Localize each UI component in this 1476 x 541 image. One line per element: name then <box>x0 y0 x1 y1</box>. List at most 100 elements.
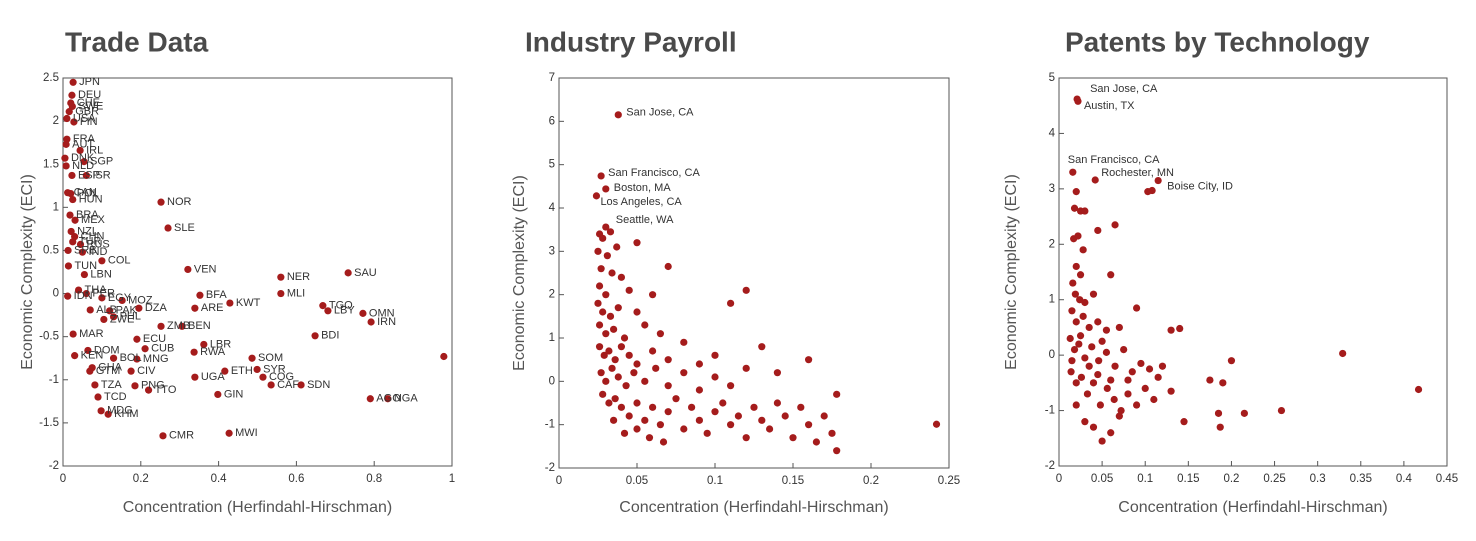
data-point <box>820 412 828 420</box>
data-point <box>727 382 735 390</box>
data-point <box>805 356 813 364</box>
data-point <box>828 429 836 437</box>
data-point <box>625 412 633 420</box>
data-point <box>191 304 199 312</box>
data-point <box>1081 354 1089 362</box>
x-tick-label: 0.1 <box>1137 473 1153 485</box>
point-label: USA <box>73 112 96 124</box>
x-tick-label: 0.05 <box>626 475 648 487</box>
data-point <box>133 335 141 343</box>
y-tick-label: 0 <box>549 375 555 387</box>
y-tick-label: 2 <box>1049 238 1055 250</box>
y-axis-label: Economic Complexity (ECI) <box>1003 174 1020 370</box>
data-point <box>64 246 72 255</box>
point-label: ZWE <box>110 313 134 325</box>
point-label: AUT <box>72 138 94 150</box>
point-label: FRA <box>73 133 96 145</box>
data-point <box>633 239 641 247</box>
data-point <box>157 198 165 206</box>
data-point <box>742 286 750 294</box>
y-tick-label: -1 <box>1045 405 1055 417</box>
point-label: POL <box>77 187 99 199</box>
data-point <box>659 438 668 446</box>
data-point <box>664 408 672 416</box>
data-point <box>617 273 626 281</box>
data-point <box>225 429 233 437</box>
point-label: San Jose, CA <box>1090 83 1158 95</box>
point-label: Boston, MA <box>614 182 672 194</box>
data-point <box>633 308 641 316</box>
data-point <box>625 351 633 359</box>
data-point <box>1111 221 1119 229</box>
data-point <box>641 377 649 385</box>
data-point <box>74 286 83 294</box>
data-point <box>133 355 141 363</box>
data-point <box>1167 326 1175 334</box>
data-point <box>656 330 665 338</box>
y-tick-label: 5 <box>549 159 555 171</box>
data-point <box>610 416 618 424</box>
data-point <box>711 351 719 359</box>
data-point <box>190 348 198 356</box>
y-tick-label: 1.5 <box>43 158 59 170</box>
data-point <box>641 416 649 424</box>
point-label: Seattle, WA <box>616 214 674 226</box>
data-point <box>64 262 73 270</box>
y-tick-label: 4 <box>1049 127 1056 139</box>
data-point <box>630 369 638 377</box>
data-point <box>159 432 167 440</box>
data-point <box>68 102 76 111</box>
point-label: Boise City, ID <box>1167 180 1233 192</box>
data-point <box>1098 337 1106 345</box>
data-point <box>608 269 616 277</box>
data-point <box>703 429 711 437</box>
plot-frame <box>558 77 950 469</box>
y-tick-label: 2.5 <box>43 72 59 84</box>
data-point <box>1081 207 1089 215</box>
data-point <box>602 377 610 385</box>
point-label: MDG <box>107 405 133 417</box>
data-point <box>1070 346 1079 354</box>
data-point <box>1124 376 1132 384</box>
point-label: SDN <box>307 379 330 391</box>
data-point <box>625 286 633 294</box>
data-point <box>614 304 622 312</box>
data-point <box>773 399 782 407</box>
data-point <box>758 416 766 424</box>
data-point <box>602 223 610 231</box>
data-point <box>599 234 607 242</box>
point-label: LBN <box>90 268 111 280</box>
data-point <box>67 189 75 198</box>
data-point <box>614 373 622 381</box>
data-point <box>311 332 319 340</box>
point-label: COL <box>108 255 131 267</box>
data-point <box>1107 376 1115 384</box>
y-tick-label: 1 <box>1049 294 1055 306</box>
data-point <box>805 421 813 429</box>
point-label: ARE <box>201 302 224 314</box>
x-tick-label: 0.2 <box>133 473 149 485</box>
data-point <box>65 108 73 116</box>
data-point <box>1227 357 1236 365</box>
point-label: NLD <box>72 160 94 172</box>
point-label: PER <box>92 287 115 299</box>
data-point <box>742 364 750 372</box>
x-axis-label: Concentration (Herfindahl-Hirschman) <box>619 499 888 516</box>
data-point <box>599 308 607 316</box>
data-point <box>61 154 69 162</box>
x-tick-label: 0.6 <box>288 473 304 485</box>
data-point <box>1154 373 1162 381</box>
data-point <box>833 447 841 455</box>
data-point <box>62 140 70 148</box>
data-point <box>1072 262 1080 271</box>
point-label: UGA <box>201 371 226 383</box>
point-label: NER <box>287 271 310 283</box>
data-point <box>98 294 106 302</box>
data-point <box>595 321 604 329</box>
point-label: BEN <box>188 320 211 332</box>
data-point <box>1150 395 1158 404</box>
point-label: MWI <box>235 427 258 439</box>
data-point <box>633 399 641 407</box>
data-point <box>319 302 327 310</box>
